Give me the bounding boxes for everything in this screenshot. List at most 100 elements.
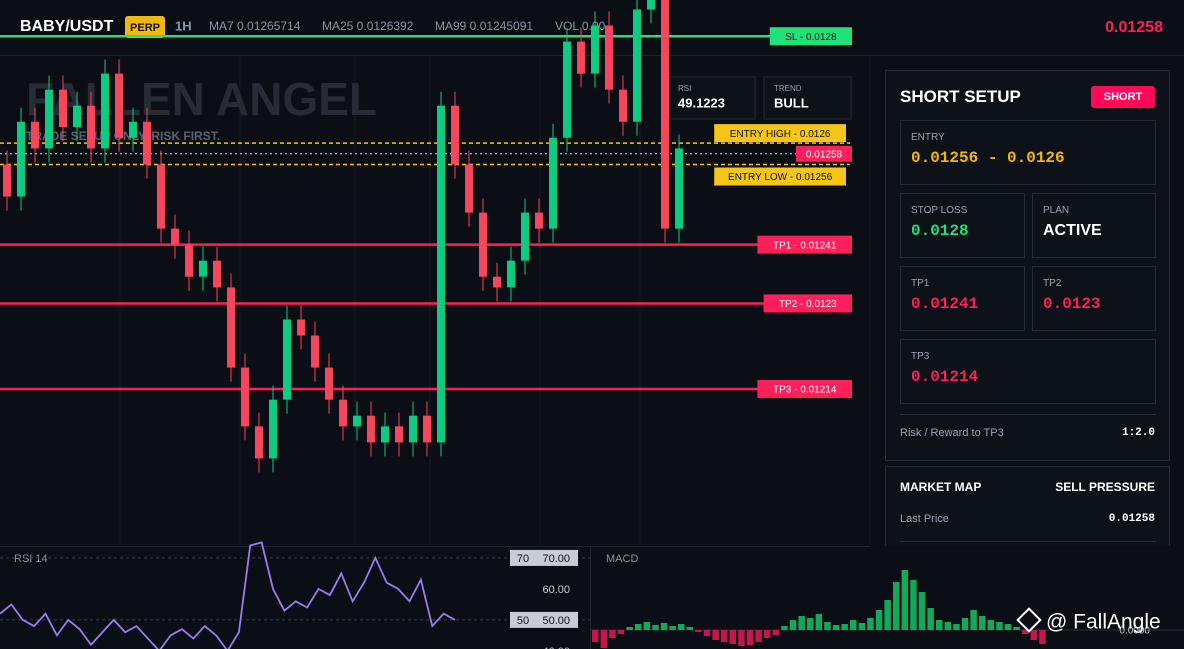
macd-bar [936, 620, 943, 630]
candle-body [367, 415, 375, 443]
current-price-label: 0.01258 [806, 149, 843, 160]
macd-bar [660, 623, 668, 630]
level-label-bg [714, 167, 846, 186]
macd-bar [600, 630, 608, 648]
trend-box-value: BULL [774, 95, 809, 110]
candle-body [423, 415, 431, 443]
candle-body [619, 89, 627, 122]
entry-value: 0.01256 - 0.0126 [911, 149, 1065, 167]
candle-body [157, 164, 165, 229]
candle-body [521, 212, 529, 261]
price-chart: SL - 0.0128 ENTRY HIGH - 0.0126 ENTRY LOW … [0, 0, 852, 473]
level-label: TP1 - 0.01241 [773, 240, 837, 251]
macd-bar [1004, 624, 1012, 630]
macd-bar [987, 620, 995, 630]
candle-body [507, 260, 515, 288]
rsi-tick-label: 50.00 [542, 615, 570, 627]
candle-body [563, 41, 571, 138]
level-label: TP3 - 0.01214 [773, 385, 837, 396]
candle-body [185, 244, 193, 277]
candle-body [311, 335, 319, 368]
plan-card: PLAN ACTIVE [1032, 193, 1156, 258]
candle-body [661, 0, 669, 229]
level-label: SL - 0.0128 [785, 32, 837, 43]
market-last-price: 0.01258 [1108, 513, 1155, 525]
watermark: FALLEN ANGEL [26, 73, 377, 125]
rr-label: Risk / Reward to TP3 [900, 427, 1004, 439]
candle-body [241, 367, 249, 427]
rsi-box-value: 49.1223 [678, 95, 725, 110]
entry-card: ENTRY 0.01256 - 0.0126 [900, 120, 1156, 185]
level-label-bg [763, 294, 852, 313]
macd-bar [815, 614, 823, 630]
candle-body [549, 137, 557, 229]
candle-body [73, 105, 81, 128]
candle-body [633, 9, 641, 122]
macd-bar [970, 610, 977, 630]
candle-body [437, 105, 445, 443]
macd-bar [721, 630, 728, 642]
macd-bar [875, 610, 883, 630]
macd-bar [609, 630, 616, 638]
candle-body [283, 319, 291, 400]
market-status: SELL PRESSURE [1055, 480, 1155, 494]
candle-body [591, 25, 599, 74]
interval[interactable]: 1H [175, 18, 192, 33]
candle-body [451, 105, 459, 165]
candle-body [339, 399, 347, 427]
badge-bg [125, 16, 165, 38]
candle-body [381, 426, 389, 443]
rsi-title: RSI 14 [14, 553, 48, 565]
macd-bar [592, 630, 599, 642]
macd-bar [918, 592, 926, 630]
macd-bar [703, 630, 711, 636]
market-map: MARKET MAP SELL PRESSURE Last Price 0.01… [885, 466, 1170, 546]
candle-body [647, 0, 655, 10]
candle-body [227, 287, 235, 368]
entry-label: ENTRY [911, 132, 945, 143]
candle-body [87, 105, 95, 149]
macd-bar [686, 627, 694, 630]
macd-bar [910, 580, 917, 630]
current-price-bg [796, 145, 852, 162]
candle-body [31, 121, 39, 149]
macd-title: MACD [606, 553, 638, 565]
ma7: MA7 0.01265714 [209, 19, 301, 33]
candle-body [3, 164, 11, 197]
candle-body [395, 426, 403, 443]
candle-body [479, 212, 487, 277]
candle-body [213, 260, 221, 288]
subtitle: TRADE SETUP ONLY. RISK FIRST. [26, 129, 220, 143]
panel-title: SHORT SETUP [900, 87, 1021, 106]
macd-bar [979, 616, 986, 630]
divider [900, 541, 1156, 542]
macd-bar [729, 630, 737, 644]
rsi-tick-label: 40.00 [542, 646, 570, 649]
candle-body [325, 367, 333, 400]
divider [900, 414, 1156, 415]
macd-bar [764, 630, 771, 638]
short-button[interactable]: SHORT [1091, 86, 1155, 108]
macd-bar [643, 622, 651, 630]
macd-bar [944, 622, 952, 630]
macd-bar [927, 608, 934, 630]
level-label: ENTRY LOW - 0.01256 [728, 172, 833, 183]
candle-body [605, 25, 613, 90]
macd-bar [961, 618, 969, 630]
plan-value: ACTIVE [1043, 222, 1102, 239]
tp1-value: 0.01241 [911, 295, 979, 313]
rsi-box-label: RSI [678, 84, 691, 93]
brand-watermark: @ FallAngle [1046, 611, 1161, 634]
macd-bar [781, 626, 788, 630]
macd-bar [901, 570, 909, 630]
macd-bar [1039, 630, 1046, 644]
trend-box-label: TREND [774, 84, 802, 93]
rsi-chart: 70 50 70.00 60.00 50.00 40.00 [0, 541, 590, 649]
market-map-title: MARKET MAP [900, 480, 982, 494]
candle-body [353, 415, 361, 427]
macd-bar [832, 625, 840, 630]
macd-bar [884, 600, 891, 630]
macd-bar [953, 624, 960, 630]
candle-body [535, 212, 543, 229]
